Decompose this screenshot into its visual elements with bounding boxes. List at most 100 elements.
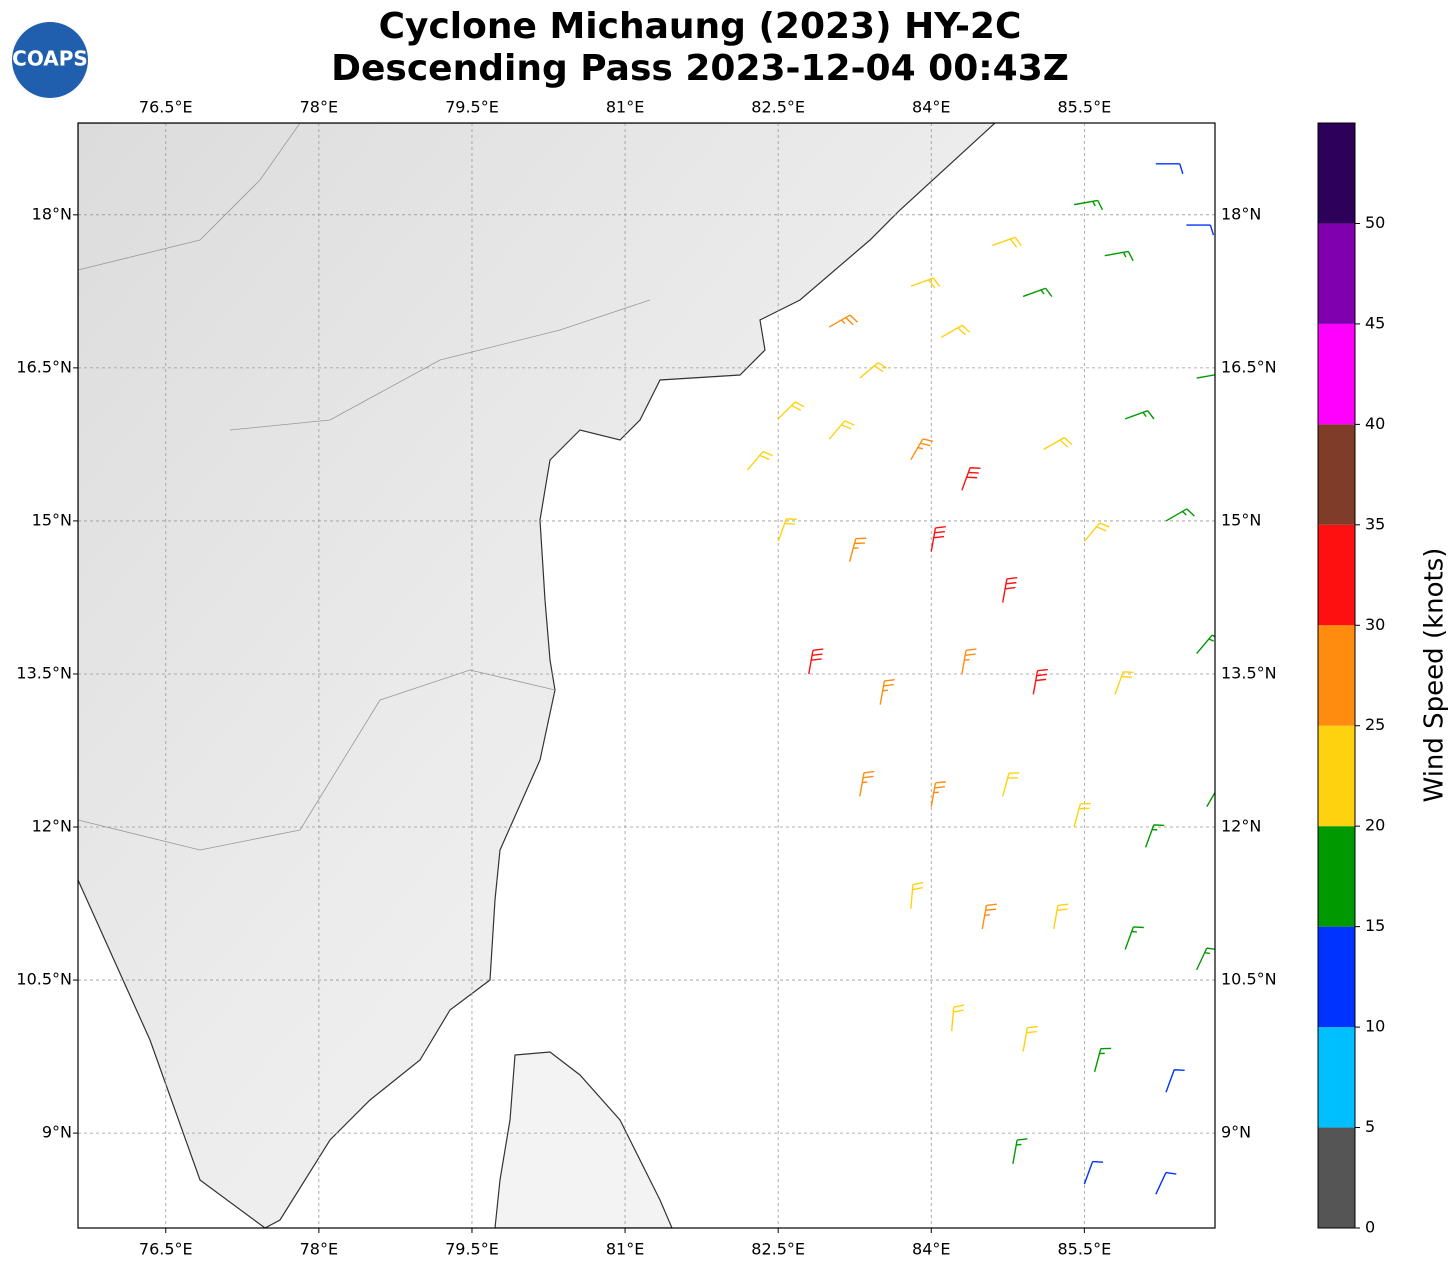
- wind-barb: [1195, 947, 1215, 971]
- colorbar-tick-label: 0: [1365, 1218, 1375, 1237]
- wind-barb: [1124, 410, 1155, 420]
- x-tick-label-top: 81°E: [606, 98, 644, 117]
- colorbar-bin: [1318, 926, 1355, 1028]
- borders: [78, 123, 651, 851]
- wind-barb: [1043, 436, 1073, 451]
- y-tick-label-right: 12°N: [1221, 817, 1261, 836]
- x-tick-label-top: 85.5°E: [1057, 98, 1111, 117]
- y-tick-label: 15°N: [32, 510, 72, 529]
- colorbar-bin: [1318, 524, 1355, 626]
- y-tick-label: 9°N: [42, 1123, 72, 1142]
- x-tick-label: 81°E: [606, 1240, 644, 1259]
- wind-barb: [1083, 1160, 1104, 1185]
- colorbar-bin: [1318, 323, 1355, 425]
- y-tick-label-right: 16.5°N: [1221, 357, 1277, 376]
- wind-barb: [859, 362, 888, 379]
- wind-barb: [930, 525, 946, 552]
- y-tick-label: 10.5°N: [16, 970, 72, 989]
- wind-barb: [848, 537, 867, 562]
- wind-barb: [1022, 287, 1053, 298]
- colorbar-bin: [1318, 223, 1355, 324]
- colorbar-tick-label: 15: [1365, 916, 1385, 935]
- logo-globe: [12, 22, 88, 98]
- wind-barb: [1022, 1025, 1038, 1052]
- y-tick-label-right: 13.5°N: [1221, 663, 1277, 682]
- wind-barb: [1083, 522, 1110, 542]
- y-tick-label: 16.5°N: [16, 357, 72, 376]
- wind-barb: [1074, 199, 1104, 211]
- wind-barb: [992, 236, 1022, 248]
- wind-barb: [1186, 224, 1215, 236]
- colorbar-tick-label: 40: [1365, 414, 1385, 433]
- wind-barb: [808, 648, 824, 675]
- wind-barb: [1155, 163, 1184, 175]
- wind-barb: [1155, 1171, 1177, 1195]
- chart-subtitle: Descending Pass 2023-12-04 00:43Z: [331, 48, 1069, 89]
- wind-barb: [930, 781, 946, 807]
- wind-barb: [1144, 824, 1165, 848]
- colorbar-tick-label: 5: [1365, 1117, 1375, 1136]
- wind-barb: [1032, 668, 1048, 695]
- wind-barb: [828, 314, 859, 328]
- colorbar-bin: [1318, 424, 1355, 525]
- y-tick-label-right: 15°N: [1221, 510, 1261, 529]
- wind-barb: [1196, 634, 1215, 655]
- colorbar-bin: [1318, 123, 1355, 224]
- x-tick-label: 85.5°E: [1057, 1240, 1111, 1259]
- y-tick-label-right: 18°N: [1221, 204, 1261, 223]
- colorbar-tick-label: 50: [1365, 213, 1385, 232]
- wind-barb: [910, 881, 924, 909]
- wind-barb: [1002, 772, 1020, 797]
- wind-barb: [1104, 250, 1134, 262]
- wind-barb: [1196, 374, 1215, 379]
- wind-barb: [777, 401, 805, 420]
- colorbar-tick-label: 30: [1365, 615, 1385, 634]
- x-tick-label: 76.5°E: [139, 1240, 193, 1259]
- y-tick-label: 12°N: [32, 817, 72, 836]
- map-frame: [77, 122, 1216, 1229]
- y-tick-label-right: 9°N: [1221, 1123, 1251, 1142]
- colorbar-tick-label: 35: [1365, 514, 1385, 533]
- chart-title: Cyclone Michaung (2023) HY-2C: [379, 6, 1022, 47]
- wind-barb: [961, 648, 977, 675]
- x-tick-label-top: 82.5°E: [751, 98, 805, 117]
- wind-barb: [1002, 576, 1018, 603]
- y-tick-label-right: 10.5°N: [1221, 970, 1277, 989]
- colorbar-frame: [1317, 122, 1356, 1229]
- colorbar-tick-label: 20: [1365, 816, 1385, 835]
- wind-barb: [1165, 1069, 1185, 1093]
- wind-barb: [1012, 1138, 1028, 1164]
- y-tick-label: 18°N: [32, 204, 72, 223]
- grid: [78, 123, 1215, 1228]
- wind-barb: [1093, 1047, 1112, 1073]
- colorbar-tick-label: 10: [1365, 1017, 1385, 1036]
- logo-text: COAPS: [12, 47, 88, 71]
- land-india: [78, 123, 996, 1228]
- x-tick-label-top: 78°E: [300, 98, 338, 117]
- wind-barb: [941, 324, 971, 338]
- x-tick-label-top: 79.5°E: [445, 98, 499, 117]
- x-tick-label-top: 76.5°E: [139, 98, 193, 117]
- wind-barb: [828, 420, 855, 440]
- x-tick-label: 84°E: [912, 1240, 950, 1259]
- wind-barb: [1073, 802, 1091, 828]
- colorbar-bin: [1318, 1027, 1355, 1128]
- wind-barb: [777, 518, 797, 542]
- y-tick-label: 13.5°N: [16, 663, 72, 682]
- x-tick-label: 79.5°E: [445, 1240, 499, 1259]
- x-tick-label-top: 84°E: [912, 98, 950, 117]
- wind-barb: [910, 438, 934, 461]
- wind-barb: [879, 679, 895, 705]
- colorbar-tick-label: 45: [1365, 313, 1385, 332]
- colorbar-bin: [1318, 826, 1355, 927]
- wind-barb: [747, 450, 773, 471]
- colorbar-bin: [1318, 1127, 1355, 1228]
- wind-barb: [1165, 508, 1195, 522]
- colorbar-bin: [1318, 625, 1355, 726]
- map: [78, 123, 1215, 1228]
- barbs: [747, 163, 1215, 1195]
- colorbar-tick-label: 25: [1365, 715, 1385, 734]
- land-srilanka: [494, 1051, 673, 1228]
